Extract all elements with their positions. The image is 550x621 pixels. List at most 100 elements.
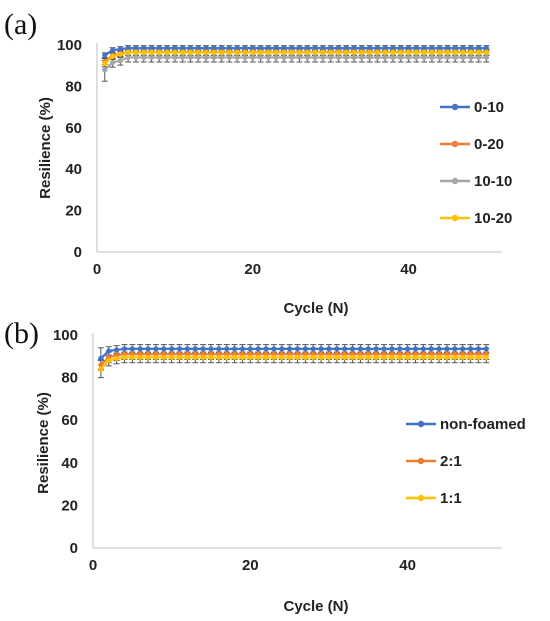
legend-item-1:1: 1:1 — [406, 490, 462, 507]
data-point — [349, 346, 356, 352]
data-point — [405, 354, 411, 360]
x-tick-label: 0 — [93, 261, 101, 278]
data-point — [153, 346, 159, 352]
data-point — [428, 354, 434, 360]
data-point — [460, 45, 466, 51]
data-point — [208, 346, 214, 352]
data-point — [211, 54, 217, 61]
data-point — [412, 346, 419, 352]
data-point — [413, 45, 419, 51]
legend-label: 10-20 — [474, 210, 512, 227]
data-point — [281, 54, 287, 61]
data-point — [320, 54, 326, 61]
data-point — [413, 49, 419, 55]
data-point — [452, 45, 458, 51]
data-point — [476, 45, 482, 51]
legend-swatch-marker — [417, 494, 425, 502]
data-point — [302, 346, 308, 352]
data-point — [405, 346, 411, 352]
data-point — [390, 54, 396, 61]
data-point — [312, 54, 318, 61]
data-point — [109, 59, 116, 66]
x-axis-title-b: Cycle (N) — [283, 598, 348, 615]
legend-label: 0-10 — [474, 99, 504, 116]
data-point — [483, 49, 490, 55]
data-point — [164, 45, 170, 51]
data-point — [172, 49, 178, 55]
data-point — [351, 49, 357, 55]
data-point — [129, 346, 135, 352]
data-point — [257, 49, 264, 55]
data-point — [265, 54, 271, 61]
data-point — [468, 49, 474, 55]
legend-swatch-marker — [451, 214, 459, 222]
data-point — [200, 354, 206, 360]
data-point — [335, 49, 342, 55]
data-point — [133, 54, 139, 61]
data-point — [172, 45, 178, 51]
data-point — [239, 346, 246, 352]
data-point — [257, 54, 264, 61]
markers-10-10 — [102, 54, 490, 73]
data-point — [148, 45, 155, 51]
data-point — [365, 354, 371, 360]
y-tick-label: 60 — [65, 120, 82, 137]
data-point — [156, 45, 162, 51]
data-point — [382, 54, 388, 61]
data-point — [382, 45, 388, 51]
data-point — [381, 354, 387, 360]
data-point — [382, 49, 388, 55]
data-point — [156, 49, 162, 55]
data-point — [328, 45, 334, 51]
data-point — [389, 346, 395, 352]
data-point — [429, 45, 435, 51]
data-point — [257, 45, 264, 51]
data-point — [335, 54, 342, 61]
data-point — [187, 54, 194, 61]
data-point — [169, 354, 175, 360]
data-point — [129, 354, 135, 360]
data-point — [271, 354, 277, 360]
data-point — [467, 354, 474, 360]
data-point — [310, 346, 316, 352]
x-tick-label: 0 — [89, 557, 97, 574]
data-point — [102, 61, 108, 67]
data-point — [219, 54, 225, 61]
data-point — [98, 355, 104, 362]
data-point — [247, 354, 253, 360]
data-point — [320, 45, 326, 51]
data-point — [398, 54, 404, 61]
legend-label: 0-20 — [474, 136, 504, 153]
data-point — [141, 54, 147, 61]
y-tick-label: 40 — [61, 455, 78, 472]
legend-label: 1:1 — [440, 490, 462, 507]
data-point — [357, 354, 364, 360]
data-point — [234, 49, 240, 55]
data-point — [390, 49, 396, 55]
data-point — [343, 45, 349, 51]
data-point — [180, 49, 186, 55]
data-point — [125, 54, 131, 61]
data-point — [250, 49, 256, 55]
data-point — [342, 346, 348, 352]
data-point — [312, 49, 318, 55]
data-point — [429, 49, 435, 55]
legend-a: 0-10 0-20 10-10 10-20 — [440, 99, 512, 227]
x-tick-label: 20 — [242, 557, 259, 574]
data-point — [234, 45, 240, 51]
data-point — [483, 45, 490, 51]
y-tick-label: 0 — [70, 540, 78, 557]
legend-label: 10-10 — [474, 173, 512, 190]
data-point — [156, 54, 162, 61]
data-point — [164, 49, 170, 55]
data-point — [381, 346, 387, 352]
data-point — [109, 53, 116, 59]
data-point — [444, 354, 450, 360]
data-point — [359, 54, 365, 61]
markers-10-20 — [102, 49, 490, 67]
data-point — [289, 49, 295, 55]
data-point — [133, 45, 139, 51]
data-point — [141, 49, 147, 55]
data-point — [184, 346, 190, 352]
data-point — [106, 357, 112, 364]
